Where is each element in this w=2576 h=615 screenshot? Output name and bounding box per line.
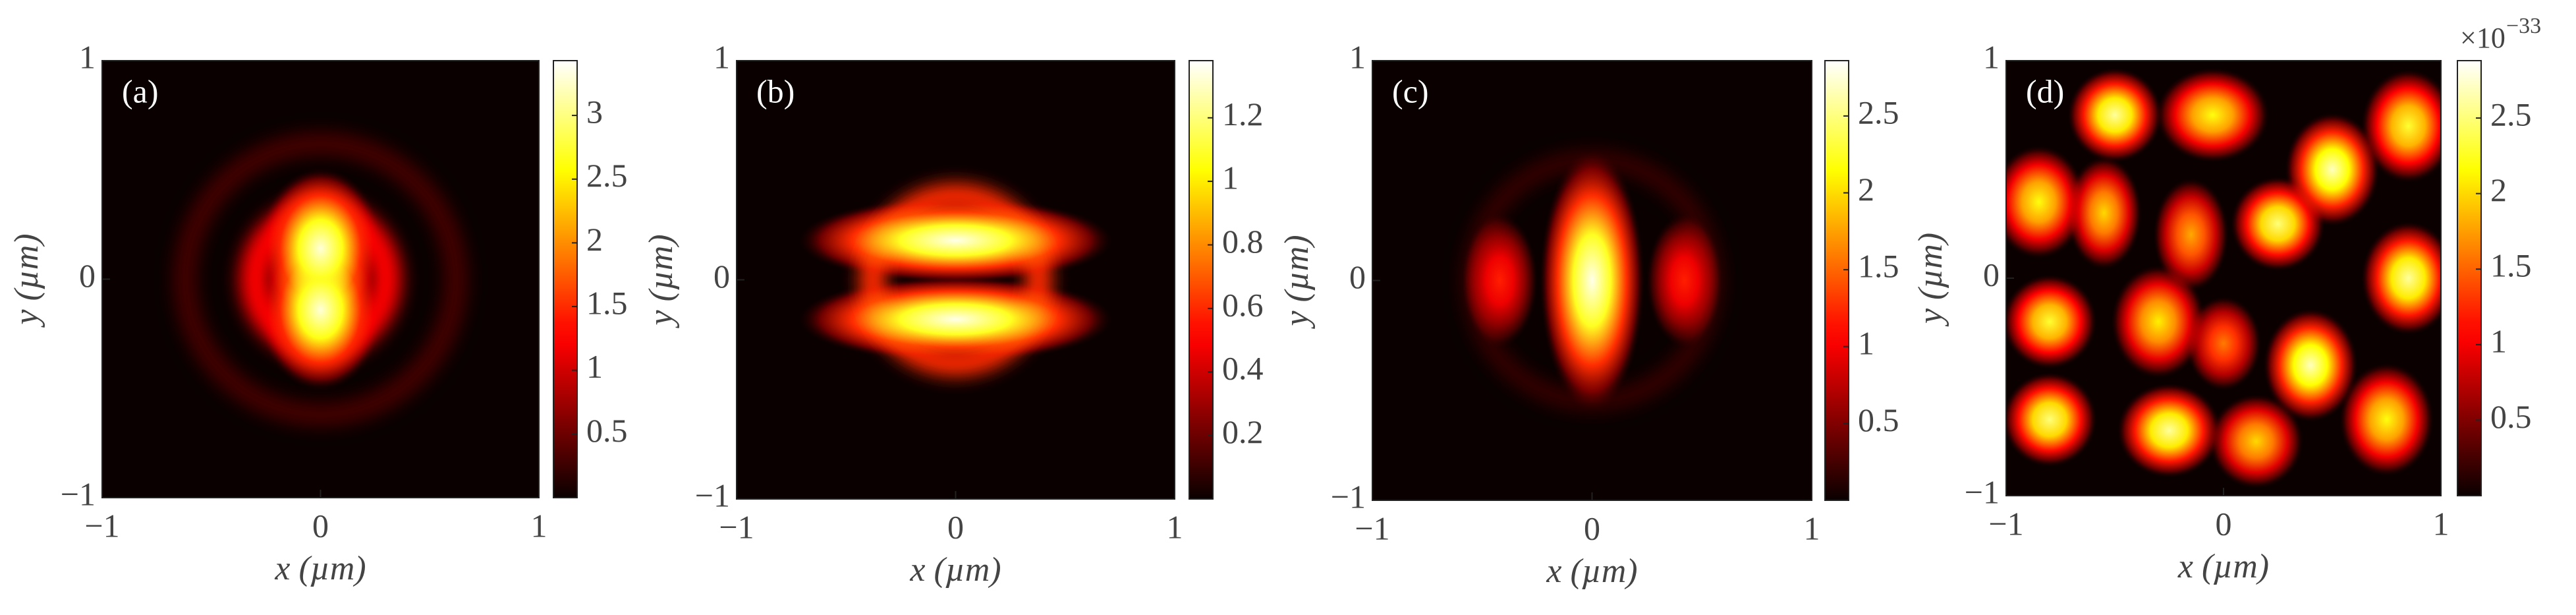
- intensity-spot: [2338, 362, 2435, 477]
- y-axis-label: y (µm): [8, 233, 45, 328]
- x-tick-label: −1: [84, 507, 119, 544]
- y-tick-label: −1: [1331, 478, 1366, 515]
- colorbar-tick-label: 0.4: [1222, 350, 1264, 387]
- y-tick-label: 1: [79, 38, 96, 75]
- panel-label: (a): [122, 73, 159, 109]
- y-axis-label: y (µm): [642, 234, 680, 328]
- colorbar: [1189, 60, 1214, 500]
- y-tick-label: 1: [1349, 38, 1366, 75]
- colorbar-tick-label: 0.5: [1858, 401, 1899, 438]
- heatmap-layer: [1461, 150, 1723, 411]
- intensity-spot: [2185, 295, 2262, 392]
- colorbar-tick-label: 1.5: [586, 285, 628, 322]
- y-tick-label: 1: [714, 38, 730, 75]
- y-tick-label: −1: [695, 477, 730, 513]
- colorbar-tick-label: 0.2: [1222, 413, 1264, 450]
- y-axis-label: y (µm): [1278, 235, 1316, 329]
- intensity-spot: [2360, 68, 2441, 184]
- intensity-spot: [1461, 212, 1539, 349]
- x-tick-label: 0: [947, 508, 964, 545]
- colorbar: [1824, 60, 1849, 501]
- x-tick-label: −1: [1988, 505, 2023, 542]
- heatmap-layer: [2006, 67, 2441, 490]
- x-tick-label: −1: [1355, 510, 1389, 546]
- x-tick-label: 0: [2216, 505, 2232, 542]
- intensity-spot: [2155, 67, 2270, 163]
- x-tick-label: 1: [531, 507, 547, 544]
- colorbar-tick-label: 1.5: [1858, 248, 1899, 285]
- y-tick-label: −1: [61, 475, 96, 512]
- intensity-spot: [2229, 175, 2326, 272]
- colorbar-tick-label: 1.5: [2490, 247, 2532, 284]
- ring: [174, 132, 467, 426]
- y-tick-label: 0: [1983, 256, 2000, 293]
- intensity-spot: [797, 196, 1115, 284]
- colorbar-tick-label: 2.5: [586, 157, 628, 194]
- x-axis-label: x (µm): [2177, 548, 2269, 585]
- colorbar-scale-exp: −33: [2506, 14, 2541, 38]
- colorbar-tick-label: 1: [1222, 160, 1239, 196]
- x-axis-label: x (µm): [909, 551, 1001, 589]
- panel-label: (d): [2026, 73, 2064, 109]
- x-tick-label: −1: [719, 508, 754, 545]
- x-tick-label: 1: [1804, 510, 1820, 546]
- heatmap-layer: [174, 132, 467, 426]
- intensity-spot: [2152, 177, 2229, 293]
- x-tick-label: 0: [1584, 510, 1600, 546]
- colorbar-tick-label: 1.2: [1222, 96, 1264, 132]
- colorbar-tick-label: 0.8: [1222, 223, 1264, 260]
- colorbar-scale: ×10: [2460, 22, 2506, 54]
- intensity-spot: [258, 227, 383, 392]
- intensity-spot: [2110, 264, 2206, 380]
- intensity-spot: [2006, 371, 2098, 468]
- colorbar-tick-label: 2: [586, 221, 603, 258]
- intensity-spot: [797, 276, 1115, 363]
- heatmap-layer: [797, 183, 1115, 376]
- intensity-spot: [2065, 155, 2142, 271]
- intensity-spot: [2208, 393, 2305, 490]
- intensity-spot: [2067, 67, 2163, 163]
- colorbar-tick-label: 0.5: [2490, 398, 2532, 435]
- colorbar-tick-label: 2.5: [2490, 96, 2532, 133]
- colorbar-tick-label: 0.5: [586, 412, 628, 449]
- intensity-spot: [2006, 144, 2087, 260]
- colorbar-tick-label: 2: [2490, 171, 2507, 208]
- colorbar-tick-label: 2: [1858, 171, 1874, 208]
- intensity-spot: [1645, 212, 1723, 349]
- colorbar-tick-label: 1: [586, 348, 603, 385]
- y-tick-label: 1: [1983, 38, 2000, 75]
- y-axis-label: y (µm): [1912, 233, 1949, 327]
- y-tick-label: −1: [1965, 473, 2000, 510]
- intensity-spot: [2006, 274, 2098, 370]
- intensity-spot: [2116, 382, 2222, 479]
- intensity-spot: [1538, 150, 1646, 411]
- colorbar-tick-label: 2.5: [1858, 94, 1899, 131]
- colorbar: [553, 60, 578, 498]
- colorbar-tick-label: 3: [586, 94, 603, 131]
- x-tick-label: 0: [312, 507, 329, 544]
- x-tick-label: 1: [2433, 505, 2450, 542]
- y-tick-label: 0: [1349, 258, 1366, 295]
- x-axis-label: x (µm): [1546, 552, 1637, 590]
- colorbar: [2457, 60, 2482, 496]
- y-tick-label: 0: [714, 258, 730, 295]
- ring: [859, 183, 1052, 376]
- intensity-spot: [2360, 220, 2441, 336]
- panel-label: (c): [1392, 73, 1429, 109]
- y-tick-label: 0: [79, 257, 96, 294]
- colorbar-tick-label: 1: [1858, 324, 1874, 361]
- colorbar-tick-label: 1: [2490, 322, 2507, 359]
- x-tick-label: 1: [1167, 508, 1183, 545]
- colorbar-tick-label: 0.6: [1222, 286, 1264, 323]
- x-axis-label: x (µm): [274, 550, 366, 587]
- intensity-spot: [2262, 307, 2359, 423]
- panel-label: (b): [756, 73, 795, 109]
